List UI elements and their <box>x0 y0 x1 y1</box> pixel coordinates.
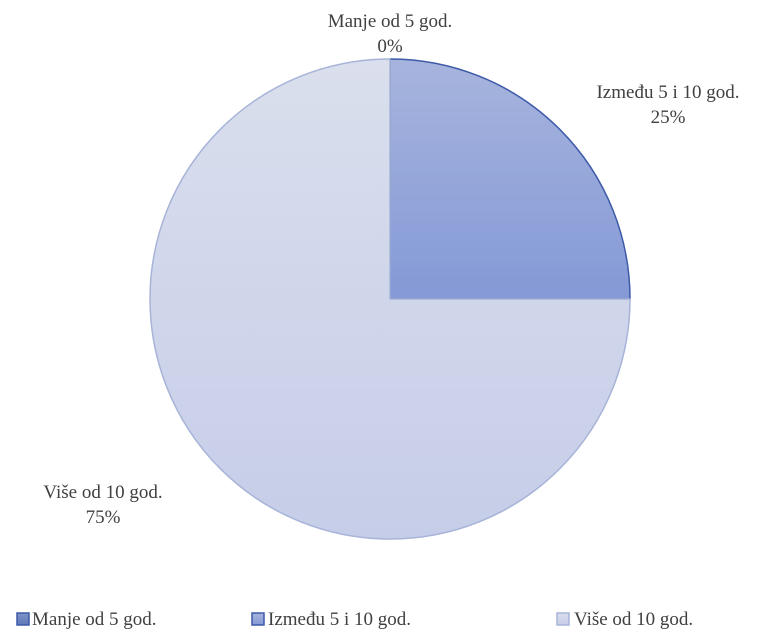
data-labels: Manje od 5 god. 0% Između 5 i 10 god. 25… <box>43 11 739 528</box>
pie-slice-vise <box>149 58 631 540</box>
data-label-value-manje: 0% <box>377 36 403 57</box>
legend-swatch-vise <box>556 612 570 626</box>
pie-slice-izmedju <box>389 58 631 300</box>
data-label-value-izmedju: 25% <box>651 107 686 128</box>
data-label-category-vise: Više od 10 god. <box>43 482 162 503</box>
legend-item-vise: Više od 10 god. <box>556 609 693 630</box>
legend-label-vise: Više od 10 god. <box>574 609 693 630</box>
legend-swatch-manje <box>16 612 30 626</box>
data-label-category-izmedju: Između 5 i 10 god. <box>596 82 739 103</box>
legend-label-izmedju: Između 5 i 10 god. <box>268 609 411 630</box>
legend-swatch-izmedju <box>251 612 265 626</box>
legend-item-manje: Manje od 5 god. <box>16 609 157 630</box>
legend-item-izmedju: Između 5 i 10 god. <box>251 609 411 630</box>
data-label-category-manje: Manje od 5 god. <box>328 11 453 32</box>
data-label-value-vise: 75% <box>86 507 121 528</box>
pie-slices <box>149 58 631 540</box>
legend-label-manje: Manje od 5 god. <box>32 609 157 630</box>
legend: Manje od 5 god. Između 5 i 10 god. Više … <box>16 609 693 630</box>
